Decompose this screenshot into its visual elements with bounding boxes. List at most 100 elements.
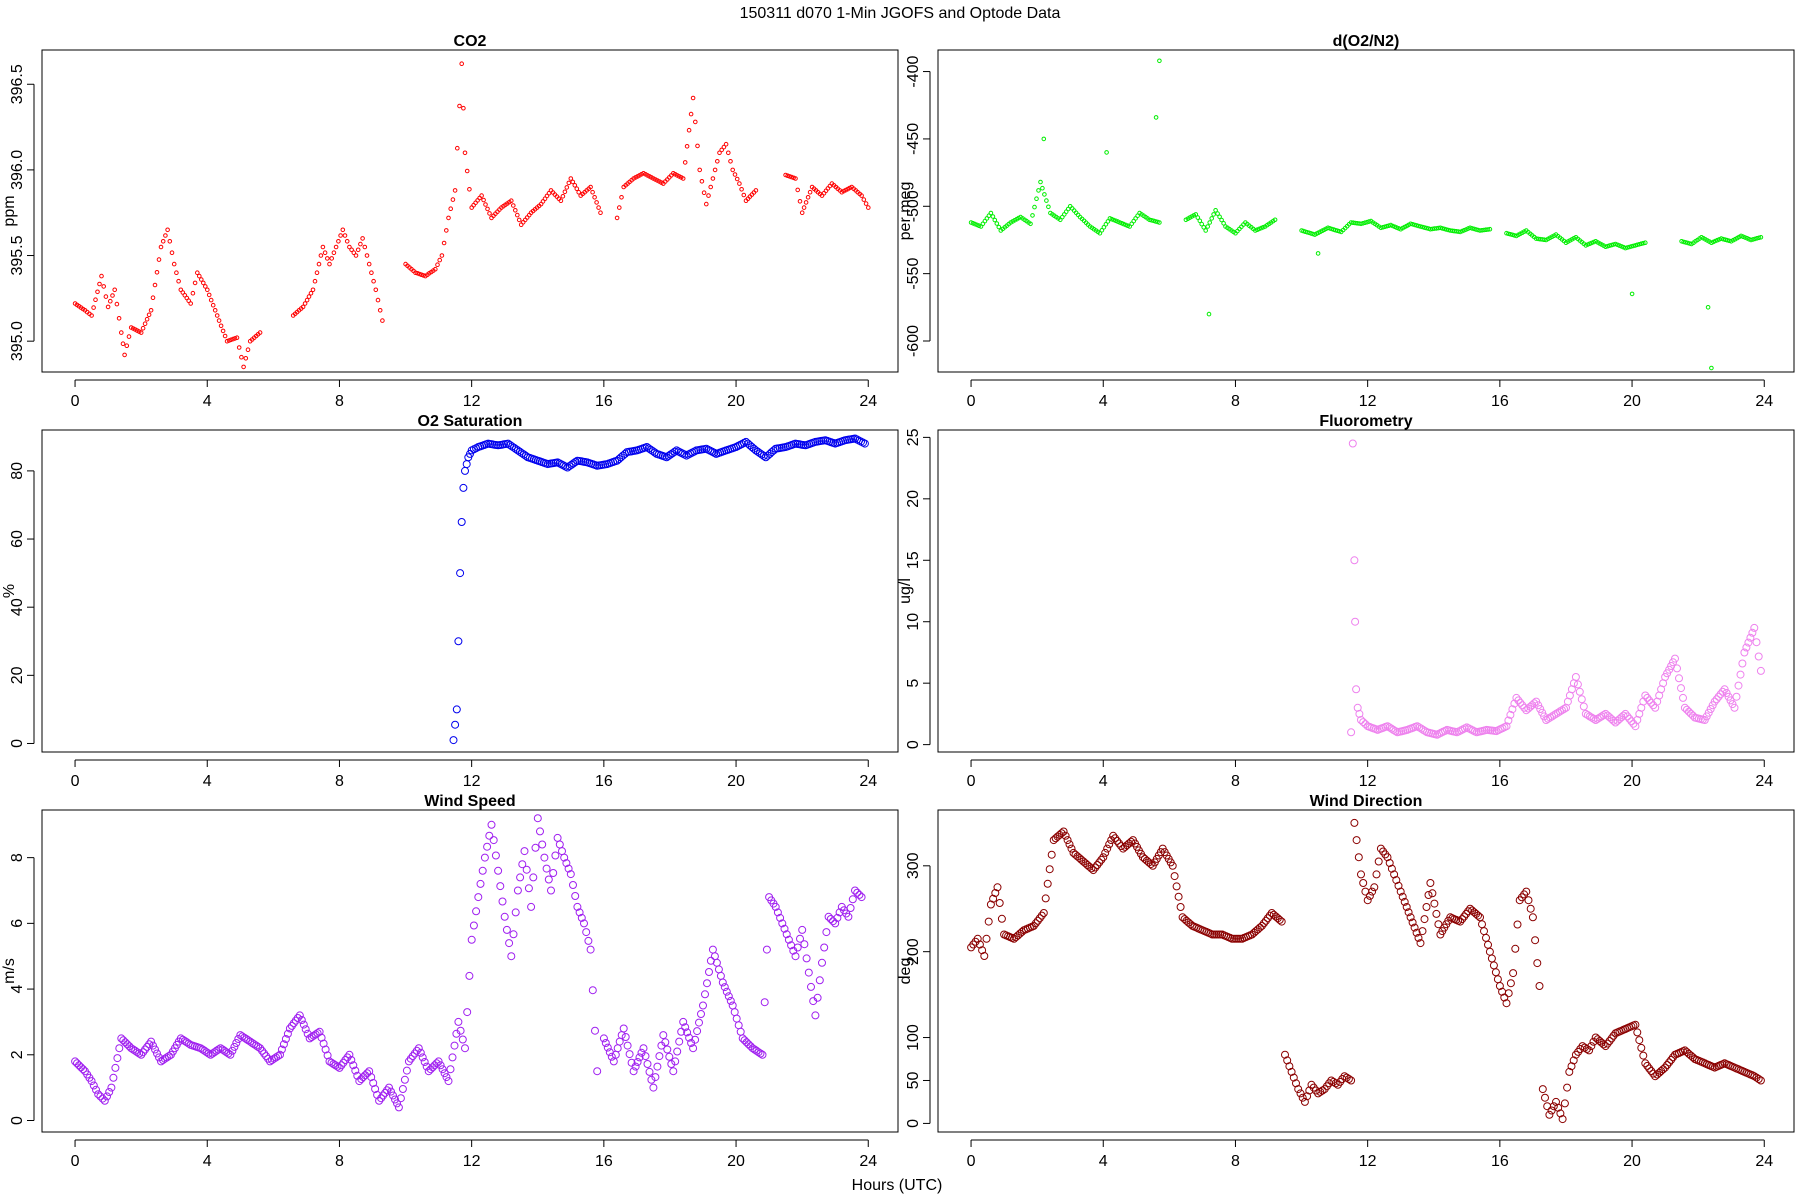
data-point [669, 1067, 678, 1076]
data-point [448, 1053, 457, 1062]
data-point [1065, 840, 1074, 849]
data-point [208, 297, 214, 303]
data-point [119, 330, 124, 335]
data-point [289, 1019, 298, 1028]
data-point [1221, 221, 1226, 226]
data-point [596, 205, 601, 210]
data-point [387, 1087, 395, 1096]
panel-title: O2 Saturation [418, 413, 523, 430]
y-tick-label: 396.0 [9, 150, 26, 190]
data-point [1261, 916, 1270, 925]
data-point [246, 1037, 255, 1046]
data-point [1042, 192, 1047, 197]
data-point [1350, 818, 1359, 827]
data-point [91, 305, 96, 310]
data-point [732, 172, 738, 177]
data-point [1480, 927, 1488, 936]
data-point [513, 208, 518, 213]
data-point [444, 1077, 453, 1086]
data-point [1168, 861, 1177, 870]
data-point [1595, 713, 1604, 722]
data-point [653, 1062, 662, 1071]
data-point [1029, 921, 1038, 930]
data-point [563, 463, 572, 472]
data-point [1355, 709, 1364, 718]
data-point [109, 1073, 118, 1082]
data-point [1541, 237, 1547, 242]
data-point [338, 233, 343, 238]
data-point [502, 925, 511, 934]
data-point [270, 1054, 278, 1063]
data-point [855, 890, 864, 899]
data-point [174, 270, 179, 276]
data-point [1364, 219, 1370, 225]
data-point [156, 257, 162, 262]
data-point [1378, 225, 1384, 231]
data-point [257, 330, 263, 335]
y-tick-label: 20 [9, 666, 26, 684]
data-point [555, 840, 564, 849]
x-tick-label: 12 [463, 393, 481, 410]
data-point [1360, 221, 1366, 226]
data-point [300, 304, 306, 310]
panel-title: d(O2/N2) [1333, 33, 1400, 50]
data-point [295, 1011, 304, 1020]
data-point [569, 881, 577, 889]
x-tick-label: 20 [727, 1153, 745, 1170]
data-point [1359, 879, 1368, 887]
data-point [317, 1033, 326, 1042]
data-point [1365, 891, 1374, 900]
data-point [208, 1049, 217, 1058]
data-point [311, 1030, 320, 1039]
data-point [738, 440, 746, 448]
data-point [182, 1038, 191, 1047]
data-point [467, 935, 476, 944]
data-point [1526, 904, 1535, 913]
data-point [107, 1083, 116, 1092]
data-series [967, 818, 1765, 1124]
data-point [975, 940, 984, 949]
data-point [360, 236, 365, 241]
data-point [1482, 933, 1490, 942]
data-point [335, 1063, 344, 1072]
data-point [1458, 915, 1467, 924]
data-point [236, 345, 242, 350]
y-tick-label: -500 [905, 190, 922, 222]
data-point [1730, 703, 1739, 712]
data-point [393, 1099, 401, 1108]
data-point [1639, 241, 1644, 246]
data-point [673, 1047, 682, 1056]
data-point [381, 1088, 390, 1097]
data-point [1629, 291, 1635, 297]
data-point [1535, 982, 1544, 990]
data-point [139, 1048, 148, 1057]
data-point [485, 831, 494, 840]
data-point [511, 445, 520, 454]
data-point [1723, 237, 1728, 242]
data-point [197, 273, 202, 279]
data-point [522, 865, 531, 874]
data-point [593, 1067, 602, 1076]
x-tick-label: 16 [595, 773, 613, 790]
data-point [708, 945, 717, 954]
x-tick-label: 16 [595, 393, 613, 410]
data-point [162, 1053, 171, 1062]
data-point [375, 297, 381, 303]
data-point [364, 253, 370, 258]
data-point [1277, 917, 1286, 926]
data-point [1506, 979, 1515, 988]
data-point [133, 1048, 142, 1057]
data-point [452, 705, 461, 714]
data-point [708, 447, 717, 456]
data-point [1389, 725, 1398, 734]
data-point [377, 308, 383, 313]
data-point [719, 147, 725, 153]
data-point [203, 284, 208, 289]
data-point [1412, 222, 1417, 228]
data-point [533, 814, 542, 823]
data-point [820, 943, 829, 952]
data-point [1201, 225, 1206, 230]
data-point [715, 159, 720, 164]
data-point [1621, 709, 1630, 718]
